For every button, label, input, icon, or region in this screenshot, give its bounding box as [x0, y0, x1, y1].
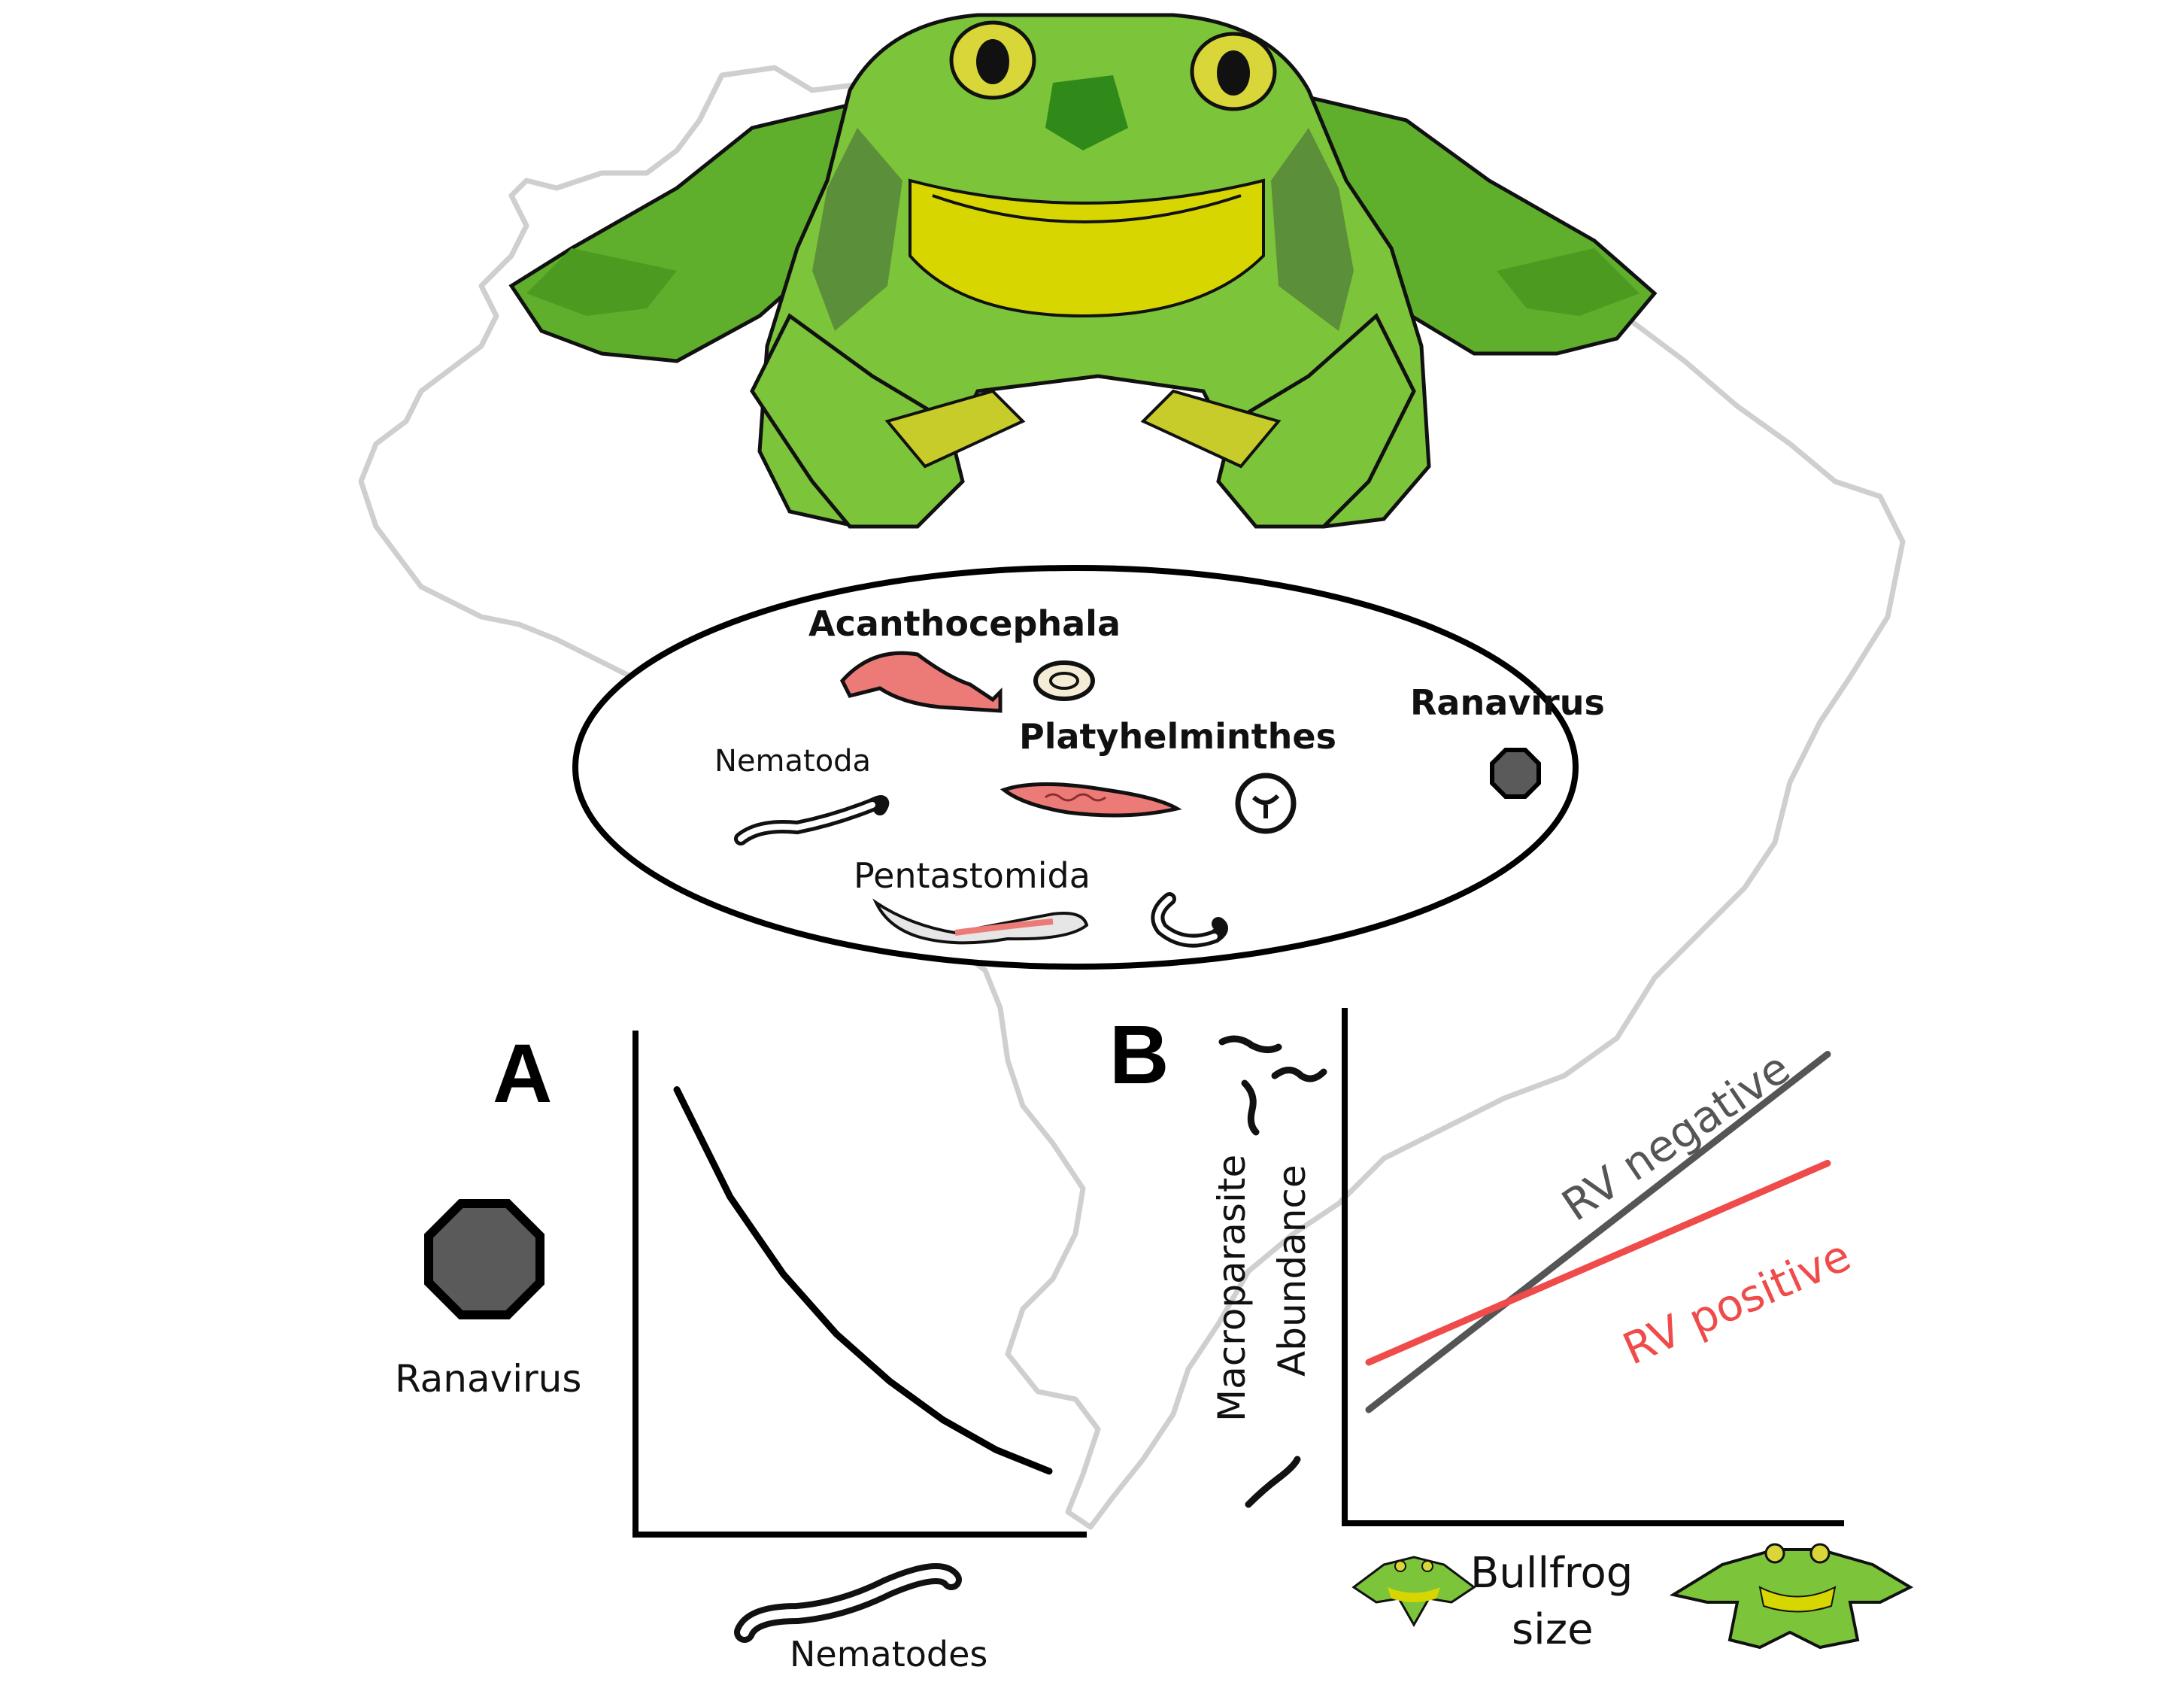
series-label-rv-positive: RV positive — [1615, 1229, 1858, 1374]
label-ranavirus: Ranavirus — [1410, 682, 1605, 723]
panel-a-letter: A — [493, 1028, 552, 1120]
panel-b-nematode-icon — [1245, 1456, 1301, 1508]
large-bullfrog-icon — [1669, 1543, 1914, 1650]
panel-b-nematode-icon — [1241, 1079, 1260, 1136]
label-acanthocephala: Acanthocephala — [808, 603, 1121, 644]
small-bullfrog-icon — [1351, 1556, 1476, 1628]
rv-negative-line — [1365, 1051, 1831, 1413]
label-nematoda: Nematoda — [714, 744, 871, 779]
panel-a-ranavirus-icon — [424, 1199, 544, 1319]
frog-right-leg — [1216, 312, 1416, 529]
rv-positive-line — [1365, 1159, 1831, 1366]
label-pentastomida: Pentastomida — [854, 855, 1090, 896]
panel-b-nematode-icon — [1218, 1035, 1282, 1053]
panel-b-letter: B — [1109, 1009, 1169, 1101]
platyhelminthes-fluke-icon — [999, 782, 1182, 818]
panel-a-curve — [673, 1086, 1053, 1475]
bullfrog-illustration — [508, 13, 1658, 529]
panel-b-y-label-line1: Macroparasite — [1210, 1155, 1254, 1422]
panel-b-x-label-line1: Bullfrog — [1470, 1549, 1633, 1598]
brazil-map-outline — [358, 65, 1906, 1530]
pentastomida-worm-icon — [872, 898, 1089, 945]
ranavirus-icon — [1490, 748, 1541, 799]
acanthocephala-worm-icon — [840, 651, 1003, 713]
panel-a: A Ranavirus Nematodes — [395, 1028, 1087, 1674]
panel-b-y-label-line2: Abundance — [1270, 1164, 1314, 1377]
acanthocephala-egg-icon — [1033, 660, 1095, 701]
panel-a-x-label: Nematodes — [790, 1634, 987, 1674]
panel-a-y-label: Ranavirus — [395, 1357, 581, 1401]
series-label-rv-negative: RV negative — [1553, 1042, 1799, 1231]
panel-b-plot-area — [1365, 1051, 1831, 1413]
panel-b-x-label-line2: size — [1512, 1605, 1594, 1654]
label-platyhelminthes: Platyhelminthes — [1019, 716, 1336, 757]
panel-b-nematode-icon — [1271, 1067, 1327, 1082]
parasite-ellipse-panel: Acanthocephala Nematoda Platyhelminthes … — [572, 565, 1605, 970]
panel-b: B Macroparasite Abundance RV negative RV… — [1109, 1008, 1914, 1654]
panel-a-plot-area — [673, 1086, 1053, 1475]
frog-left-leg — [750, 313, 965, 529]
parasite-ellipse — [572, 565, 1579, 970]
